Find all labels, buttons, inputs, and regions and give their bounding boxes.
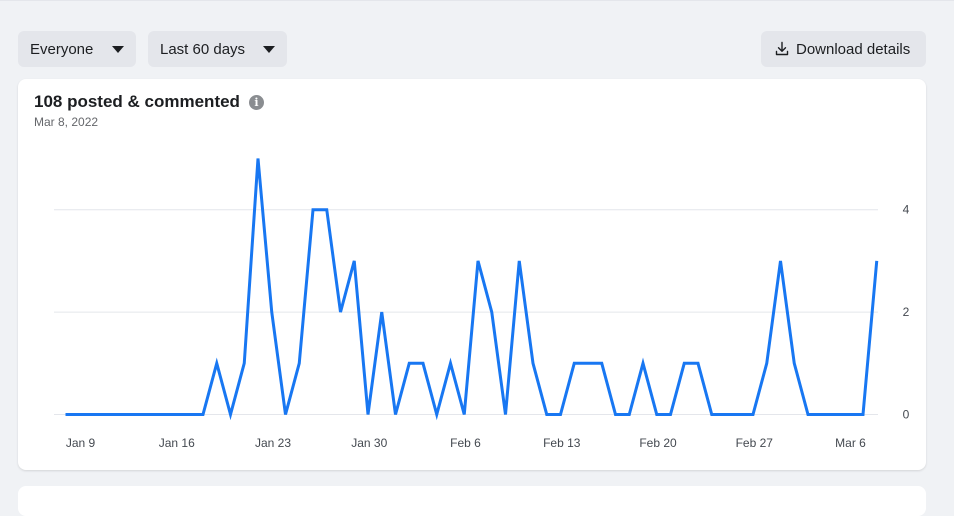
card-title: 108 posted & commented i — [34, 92, 264, 112]
x-tick-label: Jan 23 — [255, 436, 291, 450]
audience-dropdown-label: Everyone — [30, 40, 94, 58]
info-icon[interactable]: i — [248, 94, 264, 110]
y-tick-label: 2 — [903, 305, 910, 319]
date-range-dropdown-label: Last 60 days — [160, 40, 246, 58]
posted-commented-card: 108 posted & commented i Mar 8, 2022 0 2 4… — [18, 79, 926, 470]
download-icon — [775, 41, 789, 56]
x-tick-label: Feb 27 — [736, 436, 774, 450]
x-tick-label: Jan 30 — [351, 436, 387, 450]
x-tick-label: Feb 6 — [450, 436, 481, 450]
y-tick-label: 4 — [903, 203, 910, 217]
series-line — [65, 158, 879, 421]
x-tick-label: Feb 13 — [543, 436, 581, 450]
card-title-text: 108 posted & commented — [34, 92, 240, 111]
x-tick-label: Mar 6 — [835, 436, 866, 450]
x-tick-label: Jan 16 — [159, 436, 195, 450]
line-chart: 0 2 4 Jan 9 Jan 16 Jan 23 Jan 30 Feb 6 Feb 13 Feb… — [54, 158, 910, 450]
x-tick-label: Feb 20 — [639, 436, 677, 450]
top-divider — [0, 0, 954, 1]
x-tick-label: Jan 9 — [66, 436, 96, 450]
caret-down-icon — [112, 45, 124, 53]
next-card — [18, 486, 926, 516]
download-details-label: Download details — [796, 40, 911, 58]
date-range-dropdown[interactable]: Last 60 days — [148, 31, 287, 67]
caret-down-icon — [263, 45, 275, 53]
audience-dropdown[interactable]: Everyone — [18, 31, 136, 67]
card-date: Mar 8, 2022 — [34, 115, 99, 129]
toolbar: Everyone Last 60 days Download details — [18, 31, 926, 67]
download-details-button[interactable]: Download details — [761, 31, 926, 67]
y-tick-label: 0 — [903, 408, 910, 422]
